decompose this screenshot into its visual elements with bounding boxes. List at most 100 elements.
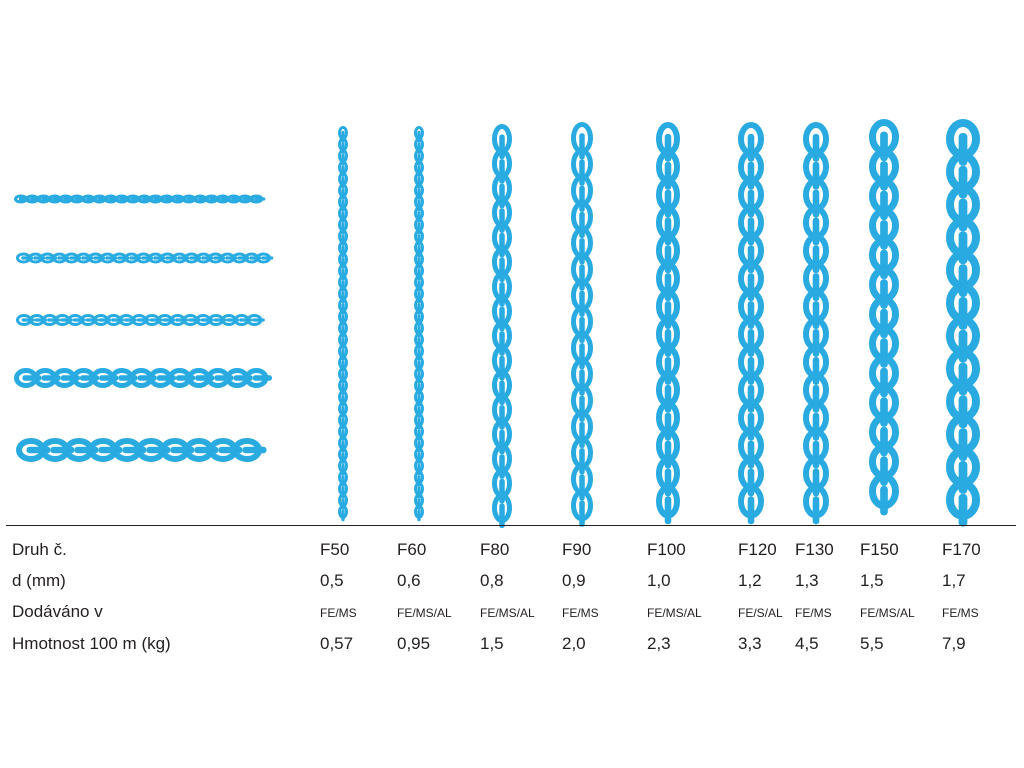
chain-link-side [499,454,505,479]
cell-supplied-f90: FE/MS [562,606,599,620]
cell-type-f170: F170 [942,540,981,559]
chain-link-side [958,165,968,199]
chain-link-side [747,384,755,413]
chain-link-side [812,468,820,497]
chain-link-side [98,446,123,454]
cell-weight-f100: 2,3 [647,634,671,653]
chain-link-side [880,397,888,427]
vertical-chain-f150 [869,119,899,516]
cell-weight-f80: 1,5 [480,634,504,653]
chain-link-side [170,446,195,454]
chain-link-side [111,318,124,322]
chain-link-side [122,446,147,454]
chain-link-side [880,249,888,280]
horizontal-chain-row-1 [14,194,266,204]
chain-link-side [664,468,672,497]
chain-link-side [812,301,820,330]
chain-link-side [747,496,755,525]
chain-link-side [747,468,755,497]
vertical-chain-f130 [803,122,829,525]
cell-weight-f170: 7,9 [942,634,966,653]
chain-link-side [579,500,585,527]
horizontal-chain-row-2 [16,252,274,264]
vertical-chain-f60 [414,126,424,522]
chain-link-side [664,217,672,246]
vertical-chain-f50 [338,126,348,522]
cell-type-f80: F80 [480,540,510,559]
chain-link-side [175,318,188,322]
cell-supplied-f170: FE/MS [942,606,979,620]
row-label-type: Druh č. [12,540,67,559]
chain-link-side [261,256,274,260]
chain-link-side [499,429,505,455]
chain-link-side [579,369,585,396]
chain-link-side [74,446,99,454]
chain-link-side [958,297,968,330]
cell-type-f60: F60 [397,540,427,559]
chain-link-side [499,159,505,184]
chain-link-side [499,257,505,283]
horizontal-chain-row-3 [16,314,265,326]
cell-weight-f150: 5,5 [860,634,884,653]
cell-type-f50: F50 [320,540,350,559]
chain-link-side [60,318,73,322]
cell-type-f120: F120 [738,540,777,559]
chain-link-side [664,189,672,218]
chain-link-side [958,428,968,461]
chain-link-side [747,189,755,218]
chain-link-side [341,509,345,522]
chain-link-side [747,245,755,274]
cell-diameter-f130: 1,3 [795,571,819,590]
chain-link-side [812,384,820,413]
chain-link-side [579,448,585,475]
cell-weight-f50: 0,57 [320,634,354,653]
chain-link-side [34,318,48,322]
cell-diameter-f90: 0,9 [562,571,586,590]
chain-link-side [188,318,201,322]
chain-link-side [958,133,968,166]
chain-link-side [812,356,820,385]
chain-link-side [880,220,888,250]
cell-supplied-f100: FE/MS/AL [647,606,702,620]
vertical-chain-f100 [656,122,680,525]
cell-type-f100: F100 [647,540,686,559]
chain-link-side [664,384,672,413]
chain-link-side [136,318,150,322]
chain-link-side [664,301,672,330]
cell-diameter-f100: 1,0 [647,571,671,590]
chain-link-side [499,232,505,258]
chain-link-side [194,446,219,454]
chain-link-side [958,461,968,494]
chain-link-side [664,496,672,525]
chain-link-side [579,264,585,291]
chain-link-side [239,318,252,322]
chain-link-side [213,318,227,322]
chain-link-side [958,329,968,363]
cell-supplied-f150: FE/MS/AL [860,606,915,620]
chain-link-side [124,318,137,322]
chain-link-side [579,421,585,449]
chain-link-side [747,217,755,246]
chain-link-side [499,208,505,233]
chain-link-side [47,318,60,322]
chain-link-side [812,245,820,274]
chain-link-side [747,329,755,357]
chain-link-side [664,273,672,302]
chain-link-side [72,318,86,322]
chain-link-side [499,331,505,356]
cell-diameter-f170: 1,7 [942,571,966,590]
chain-link-side [958,362,968,396]
table-divider [6,525,1016,526]
chain-link-side [579,343,585,370]
chain-link-side [579,316,585,344]
chain-link-side [812,329,820,357]
chain-link-side [579,159,585,186]
chain-link-side [242,446,267,454]
chain-link-side [812,217,820,246]
cell-type-f130: F130 [795,540,834,559]
chain-link-side [21,318,35,322]
chain-link-side [664,440,672,469]
chain-link-side [664,133,672,162]
chain-link-side [812,189,820,218]
chain-link-side [579,290,585,317]
